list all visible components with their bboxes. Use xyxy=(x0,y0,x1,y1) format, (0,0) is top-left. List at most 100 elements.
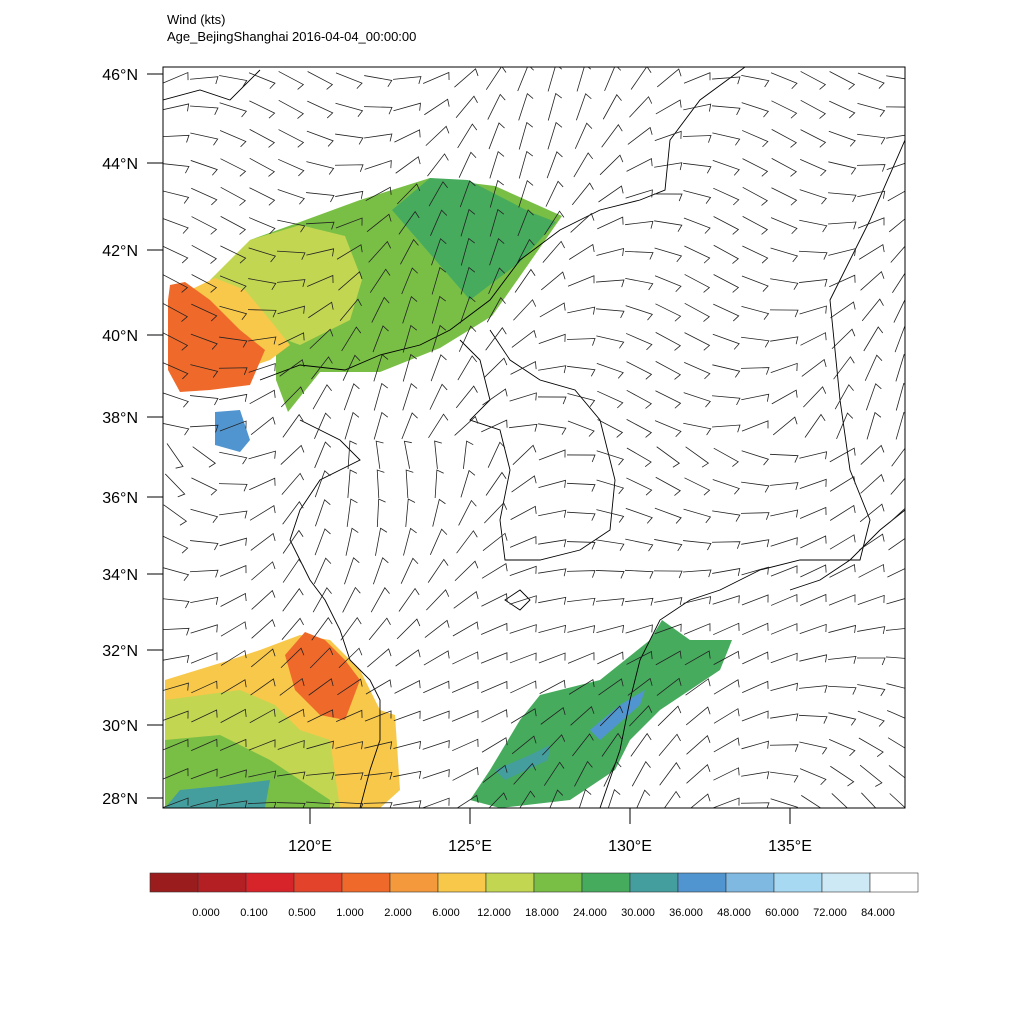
wind-barb xyxy=(886,710,905,719)
wind-barb xyxy=(481,563,508,579)
wind-barb xyxy=(365,186,392,202)
wind-barb xyxy=(801,795,822,808)
wind-barb xyxy=(190,508,219,524)
wind-barb xyxy=(800,535,827,549)
wind-barb xyxy=(770,713,799,722)
wind-barb xyxy=(393,740,422,750)
wind-barb xyxy=(489,208,505,237)
wind-barb xyxy=(865,383,882,411)
wind-barb xyxy=(376,498,386,528)
wind-barb xyxy=(625,507,653,524)
wind-barb xyxy=(249,505,276,521)
wind-barb xyxy=(658,733,681,756)
coastline xyxy=(459,329,616,561)
wind-barb xyxy=(163,797,189,808)
lat-label: 32°N xyxy=(102,643,138,660)
wind-barb xyxy=(190,105,219,115)
wind-barb xyxy=(654,247,683,263)
wind-barb xyxy=(219,336,248,348)
wind-barb xyxy=(279,677,305,696)
wind-barb xyxy=(163,710,189,721)
wind-barb xyxy=(770,362,798,373)
wind-barb xyxy=(452,738,479,752)
wind-barb xyxy=(770,72,798,89)
wind-barb xyxy=(713,447,739,467)
wind-barb xyxy=(861,792,877,808)
wind-barb xyxy=(572,733,594,757)
wind-barb xyxy=(742,186,769,206)
lon-label: 120°E xyxy=(288,838,332,855)
wind-barb xyxy=(513,299,537,321)
colorbar-box xyxy=(149,872,199,893)
wind-barb xyxy=(190,333,218,350)
wind-barb xyxy=(626,419,653,438)
wind-barb xyxy=(282,588,304,612)
wind-barb xyxy=(799,478,827,490)
colorbar-label: 1.000 xyxy=(336,907,364,919)
coastline xyxy=(163,69,261,101)
wind-barb xyxy=(857,594,885,605)
wind-barb xyxy=(713,187,740,206)
wind-barb xyxy=(574,760,593,787)
wind-barb xyxy=(453,591,479,609)
wind-barb xyxy=(713,303,740,322)
wind-barb xyxy=(653,193,683,202)
wind-barb xyxy=(311,356,333,380)
wind-barb xyxy=(595,570,625,579)
wind-barb xyxy=(343,383,360,411)
wind-barb xyxy=(315,499,331,527)
wind-barb xyxy=(434,469,444,498)
wind-barb xyxy=(405,469,414,498)
wind-barb xyxy=(191,216,218,235)
wind-barb xyxy=(395,156,421,174)
coastline xyxy=(789,509,905,591)
wind-barb xyxy=(339,298,362,322)
wind-barb xyxy=(422,797,450,808)
wind-barb xyxy=(629,705,653,727)
wind-barb xyxy=(712,595,740,605)
colorbar-box xyxy=(485,872,535,893)
wind-barb xyxy=(654,162,683,171)
wind-barb xyxy=(250,648,276,668)
wind-barb xyxy=(192,446,217,468)
wind-barb xyxy=(282,413,304,438)
wind-barb xyxy=(770,593,798,606)
wind-barb xyxy=(741,102,769,118)
wind-barb xyxy=(278,71,305,90)
wind-barb xyxy=(220,621,247,637)
wind-barb xyxy=(654,275,682,292)
wind-barb xyxy=(458,325,477,352)
wind-barb xyxy=(218,367,248,375)
wind-barb xyxy=(219,130,247,148)
wind-barb xyxy=(857,133,886,145)
wind-barb xyxy=(830,301,856,319)
wind-barb xyxy=(190,395,219,406)
coastline xyxy=(259,67,746,381)
wind-barb xyxy=(282,501,304,525)
wind-barb xyxy=(190,768,218,780)
wind-barb xyxy=(629,96,653,118)
coastlines xyxy=(163,67,905,808)
wind-barb xyxy=(886,683,905,689)
wind-barb xyxy=(364,771,393,780)
wind-barb xyxy=(829,447,856,463)
wind-barb xyxy=(454,560,479,582)
wind-barb xyxy=(540,706,566,725)
wind-barb xyxy=(858,737,884,757)
wind-barb xyxy=(596,247,625,257)
wind-barb xyxy=(335,217,363,229)
wind-barb xyxy=(423,680,450,694)
wind-barb xyxy=(713,244,739,264)
wind-barb xyxy=(314,528,331,556)
colorbar-box xyxy=(533,872,583,893)
colorbar-box xyxy=(389,872,439,893)
wind-barb xyxy=(488,792,508,808)
wind-barb xyxy=(740,802,770,808)
wind-barb xyxy=(624,250,654,260)
wind-barb xyxy=(540,271,566,291)
wind-barb xyxy=(770,482,799,490)
wind-barb xyxy=(335,772,364,781)
wind-barb xyxy=(485,327,507,351)
wind-barb xyxy=(432,498,446,527)
wind-barb xyxy=(163,654,190,663)
